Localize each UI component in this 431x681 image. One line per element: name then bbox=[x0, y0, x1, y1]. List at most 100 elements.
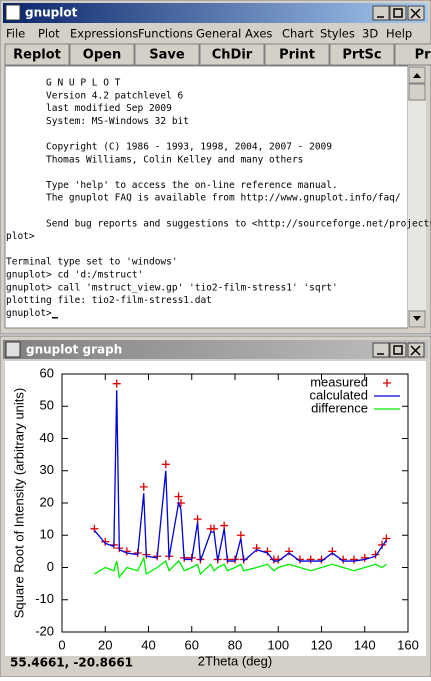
y-tick-label: 40 bbox=[40, 430, 54, 445]
toolbar-label[interactable]: PrtSc bbox=[342, 48, 381, 63]
console-line: Send bug reports and suggestions to <htt… bbox=[46, 218, 431, 229]
button-glyphs bbox=[377, 345, 421, 356]
toolbar-button[interactable] bbox=[264, 43, 330, 66]
menu-item[interactable]: File bbox=[6, 27, 25, 41]
toolbar-label[interactable]: Open bbox=[83, 48, 121, 63]
x-tick-label: 80 bbox=[228, 637, 242, 652]
title-bar bbox=[3, 3, 428, 23]
menu-item[interactable]: Functions bbox=[138, 27, 193, 41]
console-line: gnuplot> cd 'd:/mstruct' bbox=[6, 270, 143, 281]
console-line: The gnuplot FAQ is available from http:/… bbox=[46, 193, 401, 204]
data-point bbox=[371, 550, 380, 559]
menu-item[interactable]: Styles bbox=[320, 27, 355, 41]
y-tick-label: 10 bbox=[40, 527, 54, 542]
legend-label: difference bbox=[311, 400, 368, 415]
data-point bbox=[349, 555, 358, 564]
console-line: Version 4.2 patchlevel 6 bbox=[46, 90, 184, 101]
data-point bbox=[252, 544, 261, 553]
console-line: Terminal type set to 'windows' bbox=[6, 257, 178, 268]
data-point bbox=[174, 492, 183, 501]
toolbar-label[interactable]: Print bbox=[279, 48, 315, 63]
scrollbar[interactable] bbox=[408, 66, 426, 328]
data-point bbox=[263, 547, 272, 556]
console-line: plotting file: tio2-film-stress1.dat bbox=[6, 295, 212, 306]
window-title: gnuplot bbox=[25, 6, 78, 20]
toolbar-button[interactable] bbox=[134, 43, 200, 66]
data-line bbox=[93, 390, 387, 563]
data-point bbox=[285, 547, 294, 556]
data-point bbox=[139, 482, 148, 491]
data-point bbox=[193, 515, 202, 524]
x-tick-label: 40 bbox=[141, 637, 155, 652]
chart: -20 -10 0 10 20 30 40 50 60 0 20 40 60 80 100 120 140 160… bbox=[11, 365, 418, 668]
maximize[interactable] bbox=[389, 342, 407, 358]
data-point bbox=[236, 531, 245, 540]
minimize[interactable] bbox=[372, 342, 390, 358]
x-tick-label: 100 bbox=[267, 637, 289, 652]
menu-item[interactable]: 3D bbox=[362, 27, 378, 41]
x-tick-label: 120 bbox=[311, 637, 333, 652]
toolbar-button[interactable] bbox=[394, 43, 431, 66]
data-point bbox=[112, 379, 121, 388]
x-tick-label: 20 bbox=[98, 637, 112, 652]
menu-item[interactable]: Axes bbox=[245, 27, 272, 41]
app-icon bbox=[5, 341, 21, 358]
data-point bbox=[220, 521, 229, 530]
button-glyphs bbox=[377, 8, 421, 19]
toolbar-label[interactable]: Save bbox=[149, 48, 185, 63]
console-line: System: MS-Windows 32 bit bbox=[46, 116, 189, 127]
console-line: G N U P L O T bbox=[46, 78, 121, 89]
legend-label: measured bbox=[310, 374, 368, 389]
toolbar-button[interactable] bbox=[199, 43, 265, 66]
data-point bbox=[306, 555, 315, 564]
scroll-thumb[interactable] bbox=[408, 83, 426, 101]
console-line: last modified Sep 2009 bbox=[46, 103, 172, 114]
y-tick-label: 20 bbox=[40, 494, 54, 509]
console-line: plot> bbox=[6, 231, 35, 242]
cursor bbox=[52, 317, 58, 319]
minimize[interactable] bbox=[372, 5, 390, 21]
menu-item[interactable]: General bbox=[196, 27, 241, 41]
y-tick-label: -10 bbox=[35, 591, 54, 606]
x-tick-label: 160 bbox=[397, 637, 419, 652]
toolbar-button[interactable] bbox=[4, 43, 70, 66]
console-line: Thomas Williams, Colin Kelley and many o… bbox=[46, 154, 303, 165]
app-icon bbox=[5, 4, 21, 21]
console-line: gnuplot> bbox=[6, 308, 52, 319]
data-point bbox=[90, 524, 99, 533]
toolbar-label[interactable]: Pre bbox=[415, 48, 431, 63]
y-tick-label: -20 bbox=[35, 623, 54, 638]
y-tick-label: 30 bbox=[40, 462, 54, 477]
y-tick-label: 0 bbox=[47, 559, 54, 574]
window-buttons[interactable] bbox=[372, 5, 425, 21]
y-tick-label: 50 bbox=[40, 398, 54, 413]
menu-item[interactable]: Plot bbox=[38, 27, 60, 41]
y-tick-label: 60 bbox=[40, 365, 54, 380]
toolbar-button[interactable] bbox=[69, 43, 135, 66]
menu-item[interactable]: Expressions bbox=[70, 27, 138, 41]
window-buttons[interactable] bbox=[372, 342, 425, 358]
x-axis-label: 2Theta (deg) bbox=[198, 653, 272, 668]
legend-label: calculated bbox=[309, 387, 368, 402]
menu-item[interactable]: Help bbox=[386, 27, 412, 41]
window-title: gnuplot graph bbox=[26, 343, 122, 357]
maximize[interactable] bbox=[389, 5, 407, 21]
toolbar-button[interactable] bbox=[329, 43, 395, 66]
toolbar-label[interactable]: ChDir bbox=[212, 48, 253, 63]
console-line: Copyright (C) 1986 - 1993, 1998, 2004, 2… bbox=[46, 142, 332, 153]
x-tick-label: 140 bbox=[354, 637, 376, 652]
console-area bbox=[4, 65, 409, 329]
menu-item[interactable]: Chart bbox=[282, 27, 314, 41]
y-axis-label: Square Root of Intensity (arbitrary unit… bbox=[11, 388, 26, 619]
legend-marker bbox=[383, 379, 391, 387]
data-point bbox=[328, 547, 337, 556]
data-point bbox=[161, 460, 170, 469]
data-point bbox=[360, 553, 369, 562]
menu-bar: File Plot Expressions Functions General Axes C… bbox=[6, 27, 412, 41]
data-point bbox=[101, 537, 110, 546]
toolbar-label[interactable]: Replot bbox=[13, 48, 61, 63]
title-bar bbox=[3, 340, 428, 359]
